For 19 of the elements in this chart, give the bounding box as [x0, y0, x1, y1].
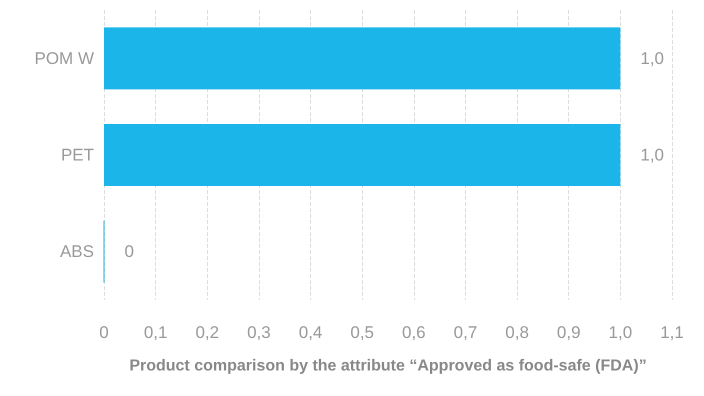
x-tick-label: 0,7 [454, 323, 478, 342]
data-label: 1,0 [640, 146, 664, 164]
x-tick-label: 1,1 [660, 323, 684, 342]
x-tick-label: 0,1 [144, 323, 168, 342]
x-tick-label: 0 [99, 323, 109, 342]
y-tick-label: PET [60, 146, 94, 164]
x-tick-label: 0,8 [505, 323, 529, 342]
x-tick-label: 0,9 [556, 323, 581, 342]
y-tick-label: POM W [34, 48, 94, 68]
data-label: 1,0 [640, 48, 664, 68]
x-tick-label: 0,3 [247, 323, 271, 342]
x-tick-label: 0,6 [402, 323, 426, 342]
y-tick-label: ABS [60, 242, 94, 262]
x-tick-label: 1,0 [608, 323, 632, 342]
x-tick-label: 0,4 [298, 323, 322, 342]
x-tick-label: 0,2 [195, 323, 220, 342]
x-axis-title: Product comparison by the attribute “Approved as food-safe (FDA)” [129, 358, 647, 374]
data-label: 0 [124, 242, 134, 262]
x-tick-label: 0,5 [350, 323, 374, 342]
